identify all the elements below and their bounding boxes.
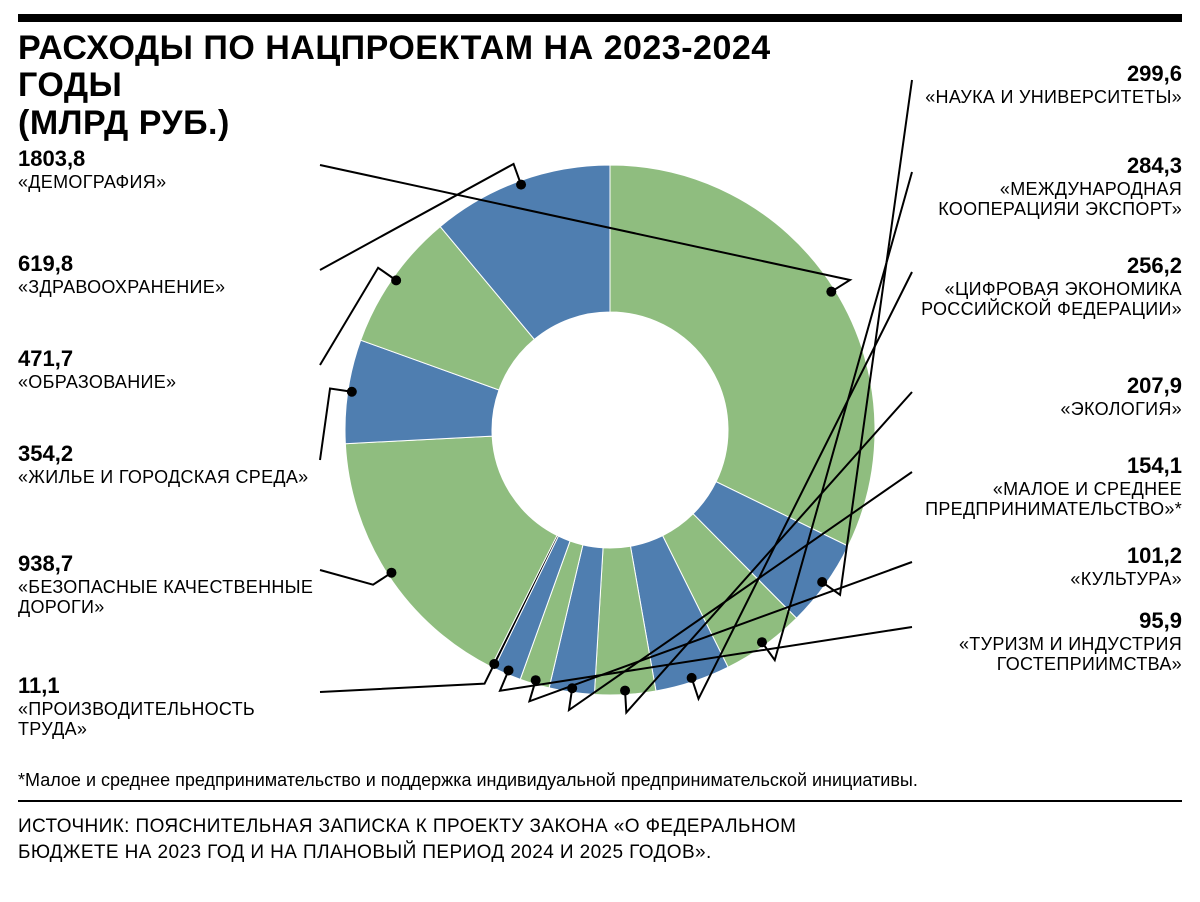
label-demography: 1803,8«ДЕМОГРАФИЯ» <box>18 147 166 192</box>
label-value: 938,7 <box>18 552 316 577</box>
label-value: 11,1 <box>18 674 316 699</box>
leader-roads <box>320 570 391 585</box>
label-name: «ПРОИЗВОДИТЕЛЬНОСТЬ ТРУДА» <box>18 699 316 739</box>
label-name: «ЦИФРОВАЯ ЭКОНОМИКА РОССИЙСКОЙ ФЕДЕРАЦИИ… <box>902 279 1182 319</box>
label-value: 256,2 <box>902 254 1182 279</box>
label-productivity: 11,1«ПРОИЗВОДИТЕЛЬНОСТЬ ТРУДА» <box>18 674 316 739</box>
source-text: ИСТОЧНИК: ПОЯСНИТЕЛЬНАЯ ЗАПИСКА К ПРОЕКТ… <box>18 814 1182 865</box>
label-name: «ОБРАЗОВАНИЕ» <box>18 372 176 392</box>
label-value: 284,3 <box>902 154 1182 179</box>
leader-dot-productivity <box>489 659 499 669</box>
label-housing: 354,2«ЖИЛЬЕ И ГОРОДСКАЯ СРЕДА» <box>18 442 309 487</box>
footnote: *Малое и среднее предпринимательство и п… <box>18 770 918 791</box>
label-value: 471,7 <box>18 347 176 372</box>
label-name: «ЗДРАВООХРАНЕНИЕ» <box>18 277 225 297</box>
label-name: «БЕЗОПАСНЫЕ КАЧЕСТВЕННЫЕ ДОРОГИ» <box>18 577 316 617</box>
leader-dot-digital <box>687 673 697 683</box>
label-name: «ТУРИЗМ И ИНДУСТРИЯ ГОСТЕПРИИМСТВА» <box>902 634 1182 674</box>
label-name: «КУЛЬТУРА» <box>1070 569 1182 589</box>
leader-dot-demography <box>826 287 836 297</box>
label-value: 207,9 <box>1060 374 1182 399</box>
label-value: 619,8 <box>18 252 225 277</box>
label-value: 154,1 <box>902 454 1182 479</box>
leader-dot-housing <box>347 387 357 397</box>
leader-dot-export <box>757 637 767 647</box>
label-tourism: 95,9«ТУРИЗМ И ИНДУСТРИЯ ГОСТЕПРИИМСТВА» <box>902 609 1182 674</box>
leader-dot-science <box>817 577 827 587</box>
label-roads: 938,7«БЕЗОПАСНЫЕ КАЧЕСТВЕННЫЕ ДОРОГИ» <box>18 552 316 617</box>
label-value: 101,2 <box>1070 544 1182 569</box>
leader-dot-tourism <box>504 665 514 675</box>
leader-dot-health <box>516 180 526 190</box>
label-digital: 256,2«ЦИФРОВАЯ ЭКОНОМИКА РОССИЙСКОЙ ФЕДЕ… <box>902 254 1182 319</box>
slice-demography <box>610 165 875 546</box>
label-name: «НАУКА И УНИВЕРСИТЕТЫ» <box>925 87 1182 107</box>
label-health: 619,8«ЗДРАВООХРАНЕНИЕ» <box>18 252 225 297</box>
label-value: 299,6 <box>925 62 1182 87</box>
label-export: 284,3«МЕЖДУНАРОДНАЯ КООПЕРАЦИЯИ ЭКСПОРТ» <box>902 154 1182 219</box>
leader-dot-roads <box>386 568 396 578</box>
label-value: 354,2 <box>18 442 309 467</box>
label-name: «ДЕМОГРАФИЯ» <box>18 172 166 192</box>
label-name: «ЖИЛЬЕ И ГОРОДСКАЯ СРЕДА» <box>18 467 309 487</box>
label-sme: 154,1«МАЛОЕ И СРЕДНЕЕ ПРЕДПРИНИМАТЕЛЬСТВ… <box>902 454 1182 519</box>
label-name: «МАЛОЕ И СРЕДНЕЕ ПРЕДПРИНИМАТЕЛЬСТВО»* <box>902 479 1182 519</box>
label-value: 95,9 <box>902 609 1182 634</box>
leader-dot-education <box>391 275 401 285</box>
label-education: 471,7«ОБРАЗОВАНИЕ» <box>18 347 176 392</box>
leader-dot-ecology <box>620 686 630 696</box>
label-value: 1803,8 <box>18 147 166 172</box>
leader-productivity <box>320 664 494 692</box>
label-culture: 101,2«КУЛЬТУРА» <box>1070 544 1182 589</box>
label-name: «ЭКОЛОГИЯ» <box>1060 399 1182 419</box>
label-name: «МЕЖДУНАРОДНАЯ КООПЕРАЦИЯИ ЭКСПОРТ» <box>902 179 1182 219</box>
label-science: 299,6«НАУКА И УНИВЕРСИТЕТЫ» <box>925 62 1182 107</box>
source-line1: ИСТОЧНИК: ПОЯСНИТЕЛЬНАЯ ЗАПИСКА К ПРОЕКТ… <box>18 814 1182 840</box>
source-line2: БЮДЖЕТЕ НА 2023 ГОД И НА ПЛАНОВЫЙ ПЕРИОД… <box>18 840 1182 866</box>
bottom-rule <box>18 800 1182 802</box>
label-ecology: 207,9«ЭКОЛОГИЯ» <box>1060 374 1182 419</box>
